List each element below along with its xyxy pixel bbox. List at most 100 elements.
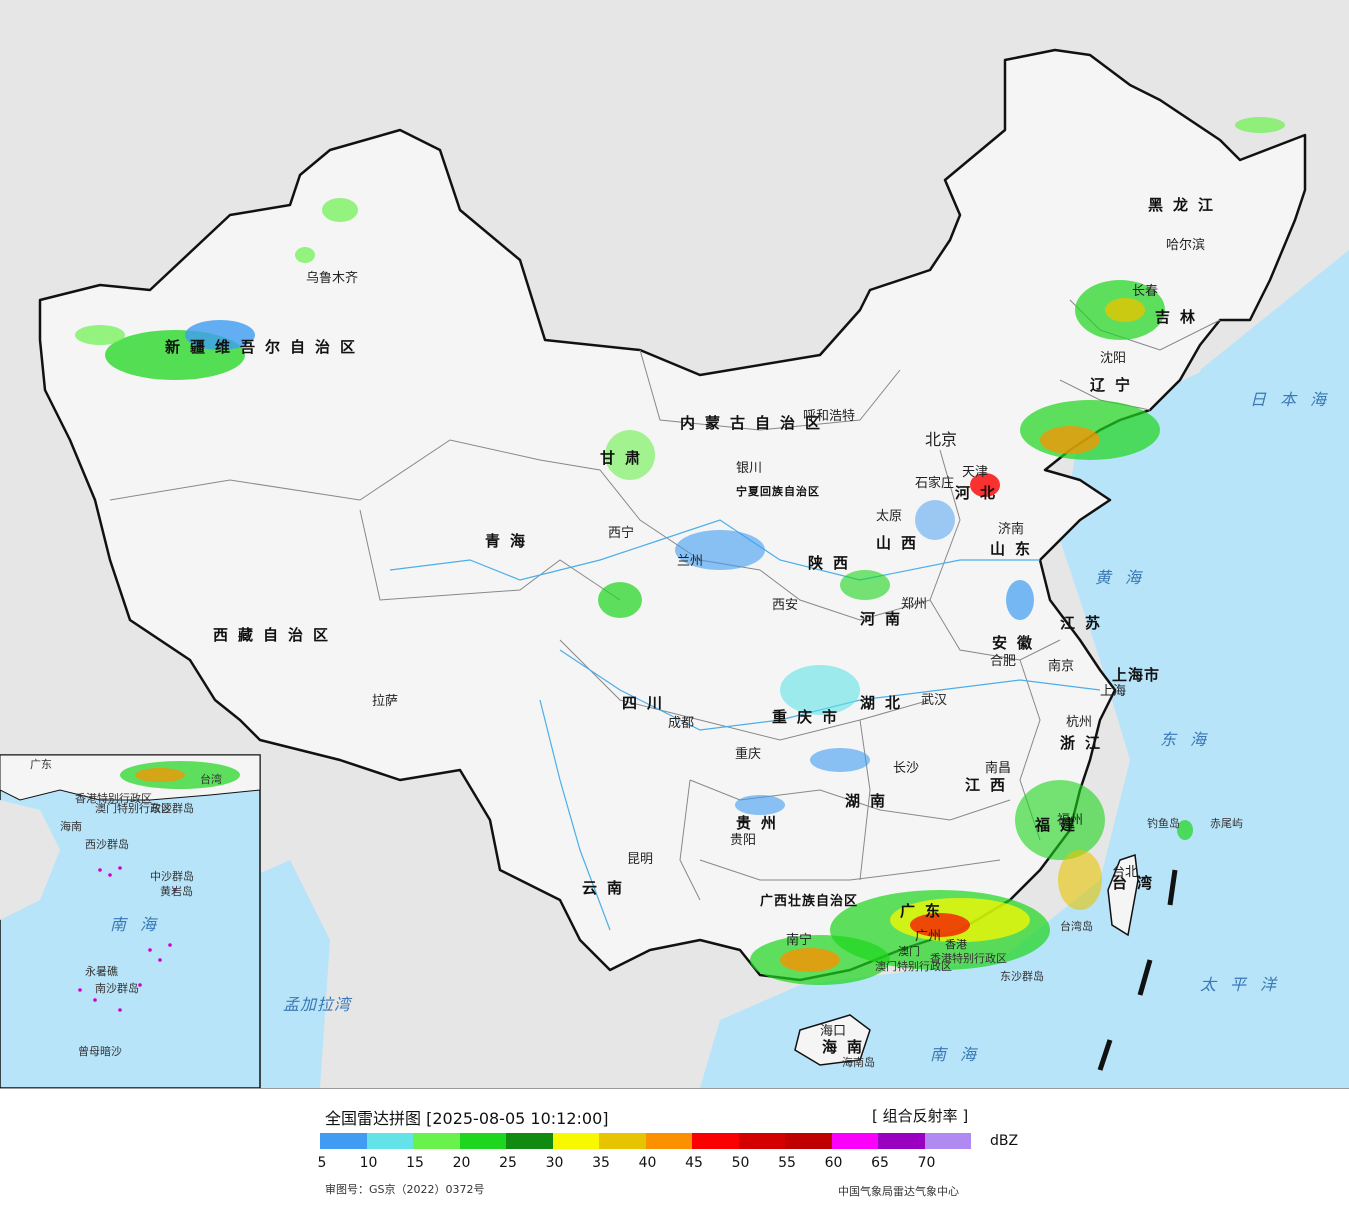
- inset-label: 黄岩岛: [160, 884, 193, 898]
- city-label: 上海: [1100, 684, 1126, 699]
- city-label: 南京: [1048, 658, 1074, 674]
- region-label: 台湾: [1112, 874, 1162, 892]
- sea-label: 日本海: [1250, 390, 1340, 409]
- color-swatch: [924, 1133, 971, 1149]
- scale-tick: 25: [499, 1155, 517, 1171]
- region-label: 青海: [485, 532, 535, 550]
- region-label: 西藏自治区: [213, 626, 338, 644]
- inset-label: 南海: [110, 915, 170, 934]
- color-swatch: [320, 1133, 367, 1149]
- region-label: 江苏: [1060, 614, 1110, 632]
- radar-echoes: [75, 117, 1285, 985]
- city-label: 杭州: [1066, 715, 1092, 730]
- island-label: 海南岛: [842, 1055, 875, 1069]
- region-label: 海南: [822, 1038, 872, 1056]
- scale-tick: 45: [685, 1155, 703, 1171]
- sea-label: 太平洋: [1200, 975, 1290, 994]
- region-label: 河北: [955, 484, 1005, 502]
- sea-label: 东海: [1160, 730, 1220, 749]
- region-label: 福建: [1034, 816, 1085, 834]
- region-label: 重庆市: [772, 708, 847, 726]
- city-label: 济南: [998, 521, 1024, 537]
- region-label: 黑龙江: [1148, 196, 1223, 214]
- scale-tick: 55: [778, 1155, 796, 1171]
- region-label: 内蒙古自治区: [680, 414, 830, 432]
- city-label: 西宁: [608, 525, 634, 541]
- city-label: 广州: [915, 929, 941, 944]
- scale-tick: 65: [871, 1155, 889, 1171]
- city-label: 成都: [668, 716, 694, 731]
- city-label: 南宁: [786, 932, 812, 948]
- china-outline: [38, 48, 1307, 982]
- city-label: 南昌: [985, 760, 1011, 776]
- city-label: 长春: [1132, 284, 1158, 299]
- scale-tick: 10: [359, 1155, 378, 1171]
- legend-panel: 全国雷达拼图 [2025-08-05 10:12:00] [ 组合反射率 ] d…: [0, 1088, 1349, 1209]
- city-label: 天津: [962, 465, 988, 480]
- scale-tick: 40: [638, 1155, 657, 1171]
- color-swatch: [366, 1133, 413, 1149]
- region-label: 山西: [876, 534, 926, 552]
- color-swatch: [692, 1133, 739, 1149]
- color-swatch: [506, 1133, 553, 1149]
- map-canvas: 新疆维吾尔自治区 西藏自治区 青海 甘肃 内蒙古自治区 黑龙江 吉林 辽宁 河北…: [0, 0, 1349, 1088]
- inset-label: 海南: [60, 819, 82, 833]
- region-label: 河南: [860, 610, 910, 628]
- scale-ticks: 5 10 15 20 25 30 35 40 45 50 55 60 65 70: [318, 1155, 970, 1173]
- scale-tick: 50: [731, 1155, 750, 1171]
- dash-line: [1097, 869, 1178, 1071]
- city-label: 长沙: [893, 761, 919, 776]
- region-labels: 新疆维吾尔自治区 西藏自治区 青海 甘肃 内蒙古自治区 黑龙江 吉林 辽宁 河北…: [165, 196, 1223, 1056]
- radar-map: 新疆维吾尔自治区 西藏自治区 青海 甘肃 内蒙古自治区 黑龙江 吉林 辽宁 河北…: [0, 0, 1349, 1088]
- region-label: 贵州: [736, 814, 786, 832]
- organization-label: 中国气象局雷达气象中心: [838, 1185, 959, 1198]
- sea-label: 黄海: [1095, 568, 1155, 587]
- sea-japan: [1200, 250, 1349, 440]
- region-label: 安徽: [992, 634, 1042, 652]
- region-label: 山东: [990, 540, 1040, 558]
- sea-east: [700, 300, 1349, 1088]
- inset-label: 广东: [30, 758, 52, 771]
- color-swatch: [413, 1133, 460, 1149]
- taiwan-island: [1107, 853, 1139, 937]
- city-label: 拉萨: [372, 694, 398, 709]
- island-label: 赤尾屿: [1210, 817, 1243, 830]
- city-labels: 乌鲁木齐 哈尔滨 长春 沈阳 呼和浩特 北京 天津 石家庄 太原 济南 银川 西…: [306, 237, 1205, 1039]
- city-label: 石家庄: [915, 475, 954, 491]
- region-label: 广东: [900, 902, 950, 920]
- region-label: 湖南: [845, 792, 895, 810]
- color-swatch: [831, 1133, 878, 1149]
- color-swatch: [785, 1133, 832, 1149]
- city-label: 兰州: [677, 554, 703, 569]
- region-label: 宁夏回族自治区: [736, 484, 820, 498]
- sea-label: 孟加拉湾: [283, 995, 353, 1014]
- city-label: 海口: [820, 1024, 846, 1039]
- unit-label: dBZ: [990, 1133, 1019, 1149]
- color-swatch: [645, 1133, 692, 1149]
- inset-label: 东沙群岛: [150, 801, 194, 815]
- city-label: 沈阳: [1100, 351, 1126, 366]
- city-label: 贵阳: [730, 833, 756, 848]
- city-label: 福州: [1057, 813, 1083, 828]
- inset-label: 南沙群岛: [95, 981, 139, 995]
- city-label: 哈尔滨: [1166, 237, 1205, 253]
- scale-tick: 20: [452, 1155, 471, 1171]
- city-label: 重庆: [735, 746, 761, 762]
- sea-labels: 日本海 黄海 东海 南海 太平洋 孟加拉湾 钓鱼岛 赤尾屿 台湾岛 东沙群岛 海…: [283, 390, 1340, 1069]
- scale-tick: 15: [406, 1155, 424, 1171]
- color-scale-bar: [320, 1133, 971, 1149]
- city-label: 台北: [1112, 865, 1138, 880]
- city-label: 澳门: [898, 944, 920, 958]
- scale-tick: 70: [917, 1155, 936, 1171]
- city-label: 北京: [925, 430, 957, 449]
- inset-label: 澳门特别行政区: [95, 801, 172, 815]
- inset-label: 曾母暗沙: [78, 1044, 122, 1058]
- city-label: 合肥: [990, 654, 1016, 669]
- color-swatch: [459, 1133, 506, 1149]
- region-label: 湖北: [860, 694, 910, 712]
- special-label: 澳门特别行政区: [875, 959, 952, 973]
- color-swatch: [738, 1133, 785, 1149]
- inset-label: 中沙群岛: [150, 869, 194, 883]
- region-label: 四川: [622, 694, 672, 712]
- region-label: 新疆维吾尔自治区: [165, 338, 365, 356]
